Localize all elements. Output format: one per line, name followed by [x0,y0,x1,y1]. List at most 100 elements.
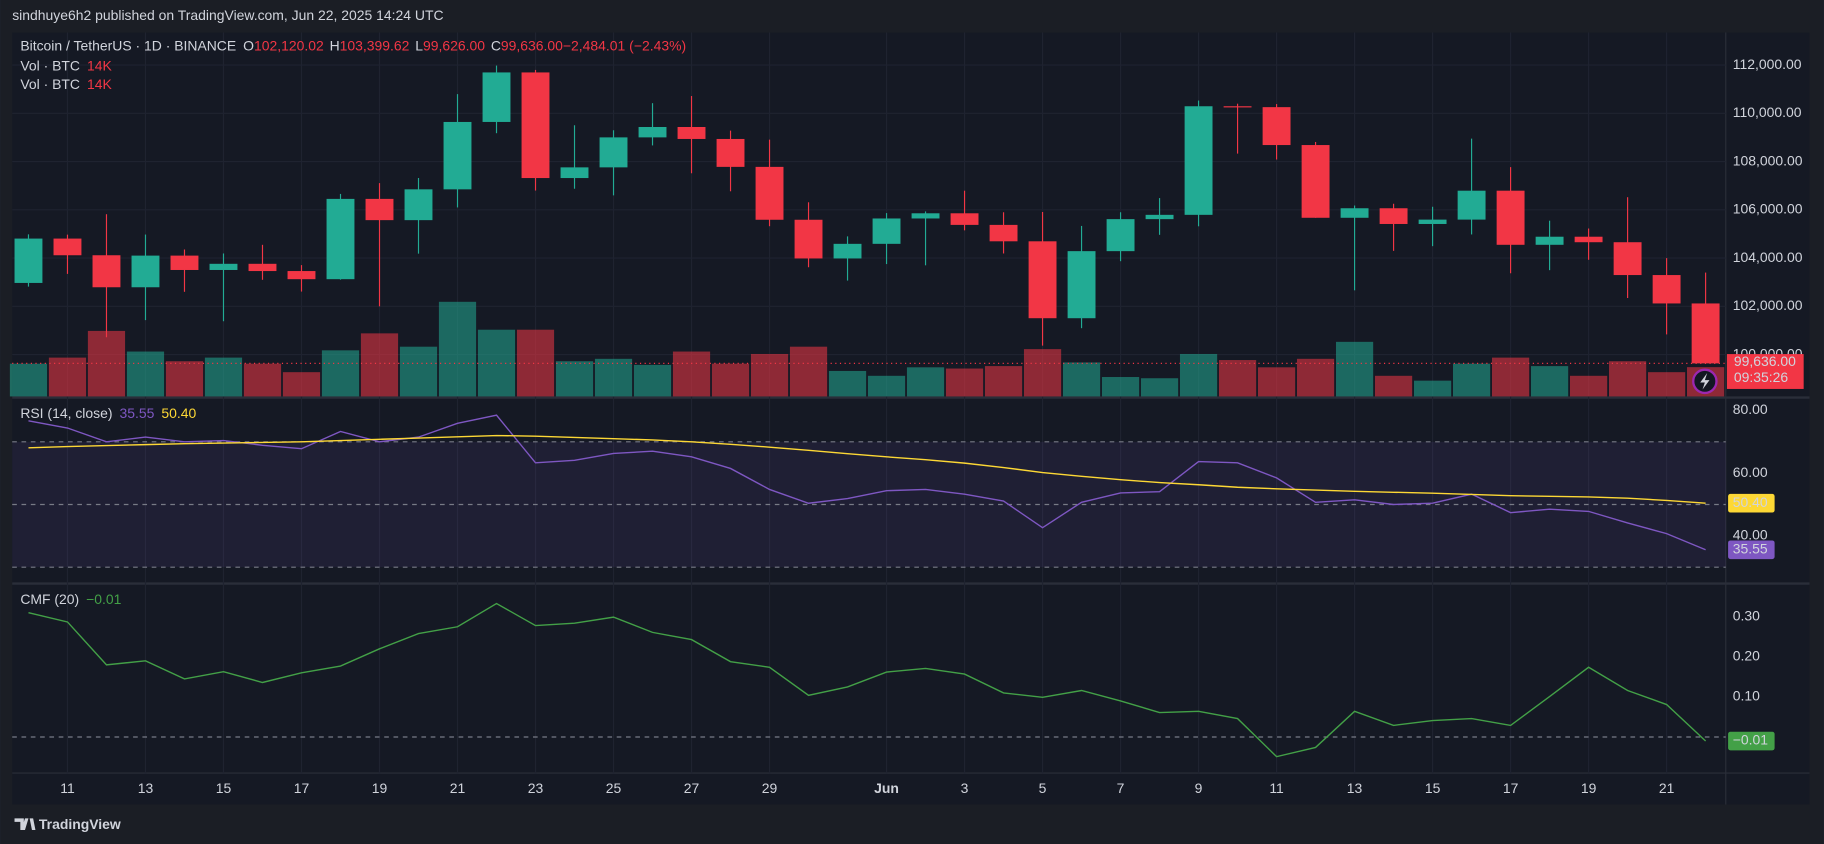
legend-value: 103,399.62 [340,37,410,53]
candle-body [1145,214,1174,220]
legend-key: O [243,37,254,53]
volume-bar [1023,349,1062,397]
x-tick-label: Jun [874,780,899,796]
volume-bar [1218,360,1257,397]
y-tick-label: 102,000.00 [1733,297,1803,313]
chart-area [12,32,1810,805]
candle-body [677,126,706,139]
volume-bar [1101,377,1140,397]
volume-bar [867,375,906,397]
last-value-label-bg [1728,493,1775,513]
candle-body [560,167,589,179]
candle-body [1418,219,1447,224]
volume-bar [633,364,672,397]
indicator-legend: RSI (14, close) 35.55 50.40 [20,405,196,421]
volume-bar [1648,372,1686,397]
legend-value: 99,636.00 [501,37,563,53]
x-tick-label: 21 [1659,780,1675,796]
last-value-label-bg [1728,540,1775,560]
candle-body [1301,145,1330,218]
x-tick-label: 15 [216,780,232,796]
candle-body [1262,107,1291,146]
volume-bar [126,351,165,397]
last-value-label: 35.55 [1733,540,1768,556]
candle-body [794,219,823,259]
x-tick-label: 27 [684,780,700,796]
alert-bolt [1700,373,1710,390]
x-tick-label: 13 [1347,780,1363,796]
volume-bar [984,366,1023,397]
candle-body [482,72,511,122]
volume-bar [1491,357,1530,397]
volume-bar [828,370,867,397]
candle-body [131,255,160,288]
candle-body [1028,241,1057,319]
candle-body [92,255,121,288]
volume-bar [1335,341,1374,397]
candle-body [53,238,82,256]
candle-body [950,213,979,225]
volume-bar [438,301,477,397]
y-tick-label: 110,000.00 [1733,104,1802,120]
candle-body [1613,242,1642,276]
candle-body [1496,190,1525,245]
volume-legend: Vol · BTC 14K [20,76,112,92]
brand: TradingView [14,816,121,832]
volume-bar [789,346,828,397]
candle-body [443,121,472,190]
x-tick-label: 11 [1269,780,1284,796]
volume-name: Vol · BTC [20,57,80,73]
indicator-value: 35.55 [119,405,154,421]
indicator-line [28,602,1707,758]
x-tick-label: 3 [961,780,969,796]
candle-body [287,271,316,280]
candle-body [1223,106,1252,108]
x-tick-label: 21 [450,780,466,796]
brand-name: TradingView [39,816,121,832]
volume-bar [1413,380,1452,397]
volume-bar [282,372,321,397]
last-value-label: −0.01 [1733,732,1769,748]
y-tick-label: 60.00 [1733,464,1768,480]
candle-body [1106,219,1135,252]
volume-bar [204,357,243,397]
candle-body [755,166,784,220]
legend-value: −2,484.01 (−2.43%) [563,37,686,53]
candle-body [716,138,745,167]
candle-body [14,238,43,283]
candle-body [1379,208,1408,224]
legend-key: L [415,37,423,53]
candle-body [326,198,355,280]
last-value-label: 50.40 [1733,494,1768,510]
volume-bar [945,368,984,397]
y-tick-label: 40.00 [1733,527,1768,543]
candle-body [365,198,394,221]
x-tick-label: 17 [294,780,310,796]
x-tick-label: 19 [1581,780,1597,796]
x-tick-label: 23 [528,780,544,796]
volume-bar [1608,361,1647,397]
y-tick-label: 0.10 [1733,688,1760,704]
candle-body [833,243,862,259]
indicator-title: RSI (14, close) [20,405,112,421]
x-tick-label: 25 [606,780,622,796]
last-price-tag-bg [1726,354,1804,389]
y-tick-label: 80.00 [1733,401,1768,417]
volume-bar [1179,353,1218,397]
volume-bar [750,353,789,397]
candle-body [404,189,433,221]
indicator-value: 50.40 [161,405,196,421]
candle-body [1652,275,1681,304]
legend-value: 102,120.02 [254,37,324,53]
y-tick-label: 0.30 [1733,607,1760,623]
x-tick-label: 29 [762,780,778,796]
y-tick-label: 112,000.00 [1733,56,1802,72]
y-tick-label: 0.20 [1733,648,1760,664]
x-tick-label: 9 [1195,780,1203,796]
volume-bar [1374,375,1413,397]
x-tick-label: 15 [1425,780,1441,796]
countdown: 09:35:26 [1734,369,1789,385]
volume-bar [1296,358,1335,397]
volume-bar [360,333,399,397]
